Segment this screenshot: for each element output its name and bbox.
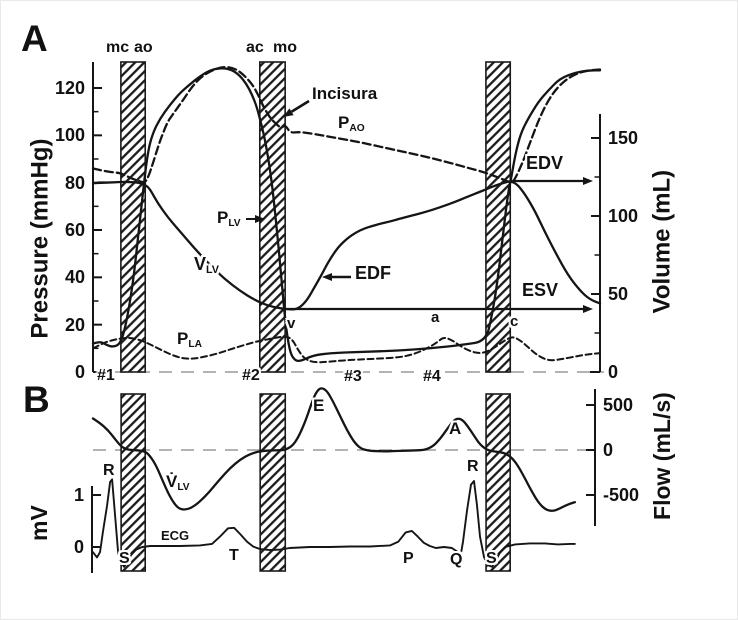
label-a-wave: a [431,309,440,326]
valve-label-mc: mc [106,39,130,56]
p-lv-pointer-arrow-head [255,215,265,223]
panel-a-left-tick-label-60: 60 [64,220,85,240]
curve-ecg [92,478,576,568]
panel-a-right-tick-label-50: 50 [608,284,629,304]
edv-arrow-head [583,177,593,185]
valve-band-mc-ao-2-b [485,393,511,572]
panel-a-left-tick-label-40: 40 [64,267,85,288]
curve-vdot-lv-flow [91,387,577,512]
panel-b-right-tick-label-0: 0 [603,440,614,460]
curve-p-lv [91,67,602,363]
label-c-wave: c [510,313,519,330]
panel-b-right-tick-label-500: 500 [603,395,634,415]
panel-a-left-tick-label-20: 20 [64,314,85,335]
valve-band-ac-mo-b [259,393,287,572]
curve-p-ao [91,66,602,184]
label-edf: EDF [355,263,391,283]
ecg-label-t: T [229,547,239,564]
label-p-lv: PLV [217,208,241,230]
panel-a-left-tick-label-120: 120 [54,78,85,98]
panel-a-right-tick-label-100: 100 [608,206,639,226]
panel-a-right-tick-label-0: 0 [608,362,619,382]
panel-b-left-tick-label-1: 1 [73,485,84,505]
label-e-wave: E [313,396,325,415]
label-v-lv: VLV [194,254,220,277]
ecg-label-p: P [403,550,414,567]
label-vdot-lv: V̇LV [166,472,190,494]
panel-b-letter: B [23,379,50,420]
panel-a-left-tick-label-0: 0 [74,362,85,382]
panel-a-letter: A [21,18,48,59]
label-a-flow-wave: A [449,419,462,438]
label-incisura: Incisura [312,84,378,103]
ecg-label-s2: S [486,550,497,567]
panel-a-right-tick-label-150: 150 [608,128,639,148]
curve-p-la [92,335,601,364]
phase-label-3: #3 [344,368,362,385]
phase-label-2: #2 [242,367,260,384]
valve-band-ac-mo [259,61,286,373]
valve-label-mo: mo [273,39,297,56]
panel-b-left-tick-label-0: 0 [73,537,84,557]
esv-arrow-head [583,305,593,313]
label-v-wave: v [287,315,296,332]
valve-label-ac: ac [246,39,264,56]
ecg-label-q: Q [450,551,463,568]
panel-a-left-tick-label-80: 80 [64,172,85,193]
curve-v-lv [91,180,602,311]
valve-label-ao: ao [134,39,153,56]
ecg-label-r1: R [103,462,115,479]
panel-b-right-tick-label--500: -500 [603,485,640,505]
label-p-la: PLA [177,329,202,351]
label-edv: EDV [526,153,564,173]
label-p-ao: PAO [338,113,365,135]
valve-band-mc-ao-b [120,393,147,572]
incisura-arrow-head [283,108,294,117]
label-ecg: ECG [161,528,190,543]
label-esv: ESV [522,280,559,300]
ecg-label-r2: R [467,458,479,475]
phase-label-4: #4 [423,368,441,385]
ecg-label-s1: S [119,550,130,567]
phase-label-1: #1 [97,367,115,384]
incisura-arrow [290,99,310,113]
panel-a-left-tick-label-100: 100 [54,125,85,146]
edf-arrow-head [322,273,332,281]
